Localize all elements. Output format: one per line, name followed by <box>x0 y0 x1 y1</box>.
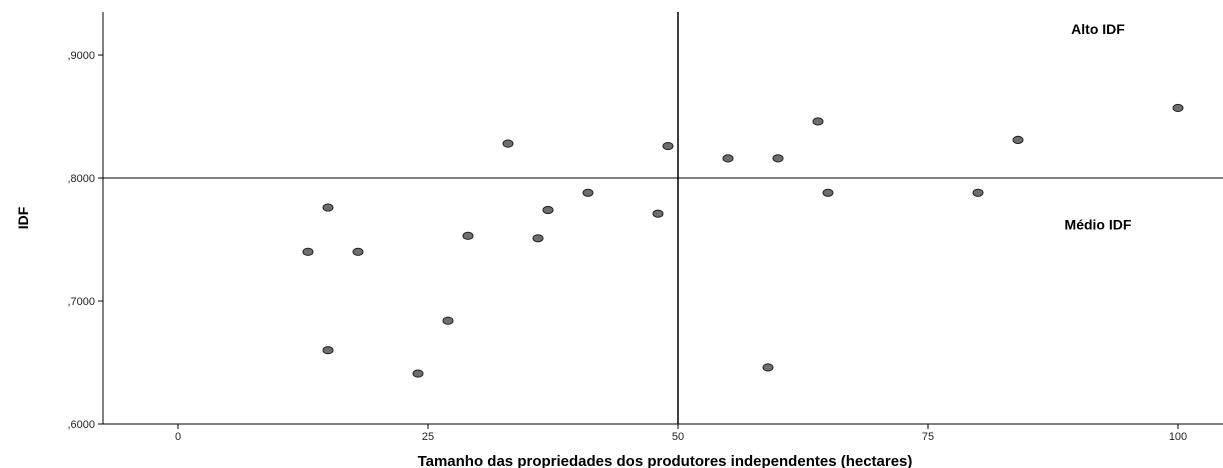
data-point <box>352 247 364 256</box>
plot-frame <box>102 12 1223 425</box>
data-point <box>542 205 554 215</box>
y-axis-ticks: ,6000 ,7000 ,8000 ,9000 <box>67 50 103 431</box>
data-point <box>772 154 784 163</box>
y-tick-label: ,8000 <box>67 173 95 185</box>
data-point <box>302 247 314 256</box>
data-point <box>812 117 824 126</box>
y-tick-label: ,6000 <box>67 419 95 431</box>
quadrant-annotations: Alto IDF Médio IDF <box>1065 21 1132 233</box>
x-tick-label: 0 <box>175 431 181 443</box>
x-tick-label: 50 <box>672 431 684 443</box>
data-point <box>502 139 514 148</box>
y-axis-title: IDF <box>15 206 31 229</box>
data-point <box>582 188 594 197</box>
data-point <box>652 209 664 218</box>
x-axis-title: Tamanho das propriedades dos produtores … <box>418 453 913 468</box>
data-point <box>762 363 774 372</box>
data-point <box>322 203 334 212</box>
data-point <box>722 154 734 163</box>
data-point <box>822 188 834 197</box>
reference-lines <box>103 12 1223 424</box>
quadrant-annotation: Alto IDF <box>1071 21 1125 37</box>
x-tick-label: 100 <box>1169 431 1187 443</box>
quadrant-annotation: Médio IDF <box>1065 217 1132 233</box>
x-tick-label: 75 <box>922 431 934 443</box>
data-point <box>1012 135 1024 145</box>
y-tick-label: ,7000 <box>67 296 95 308</box>
x-tick-label: 25 <box>422 431 434 443</box>
x-axis-ticks: 0 25 50 75 100 <box>175 424 1187 443</box>
data-point <box>972 188 984 197</box>
data-point <box>662 141 674 151</box>
data-point <box>442 316 454 325</box>
data-point <box>412 369 424 378</box>
data-point <box>322 346 334 355</box>
y-tick-label: ,9000 <box>67 50 95 62</box>
data-points <box>302 103 1184 378</box>
data-point <box>1172 103 1184 113</box>
data-point <box>462 231 474 240</box>
data-point <box>532 234 544 243</box>
